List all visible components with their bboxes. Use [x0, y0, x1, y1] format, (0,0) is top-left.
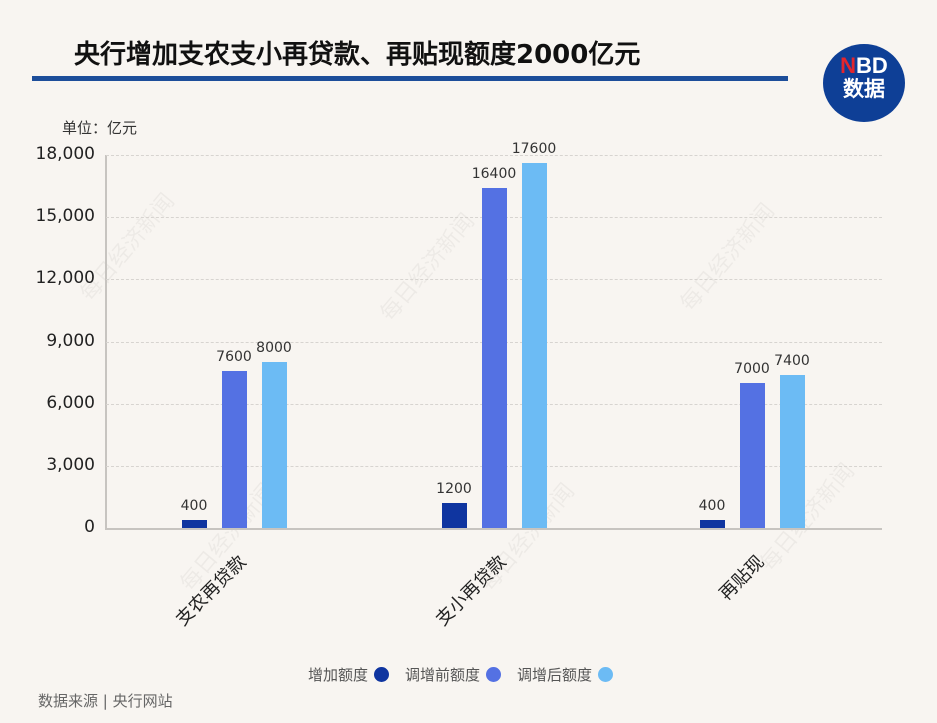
bar-value-label: 7400	[774, 352, 810, 369]
bar-value-label: 8000	[256, 340, 292, 357]
y-tick-label: 0	[84, 517, 95, 537]
bar	[441, 503, 467, 528]
y-tick-label: 18,000	[35, 144, 95, 164]
legend-label: 增加额度	[308, 666, 369, 684]
legend-label: 调增后额度	[517, 666, 593, 684]
bar	[221, 370, 247, 528]
x-category-label: 支农再贷款	[171, 551, 251, 631]
bar-value-label: 400	[180, 497, 208, 514]
legend-dot-icon	[374, 667, 390, 682]
legend-item: 调增后额度	[517, 664, 614, 685]
bar-value-label: 7000	[734, 360, 770, 377]
bar	[779, 374, 805, 528]
gridline	[106, 155, 882, 156]
y-tick-label: 6,000	[46, 392, 95, 413]
bar-value-label: 7600	[216, 348, 252, 365]
legend-item: 增加额度	[308, 664, 390, 685]
y-tick-label: 3,000	[46, 454, 95, 475]
chart-title: 央行增加支农支小再贷款、再贴现额度2000亿元	[74, 40, 641, 70]
logo-n: N	[840, 53, 857, 78]
watermark: 每日经济新闻	[371, 205, 480, 327]
bar	[739, 382, 765, 528]
bar	[181, 519, 207, 528]
watermark: 每日经济新闻	[71, 185, 180, 307]
legend-item: 调增前额度	[405, 664, 502, 685]
title-rule	[32, 76, 788, 81]
y-tick-label: 12,000	[35, 268, 95, 289]
x-category-label: 支小再贷款	[431, 551, 511, 631]
bar	[261, 362, 287, 528]
legend-dot-icon	[486, 667, 502, 682]
legend-dot-icon	[598, 667, 614, 682]
watermark: 每日经济新闻	[751, 455, 860, 577]
logo-data: 数据	[843, 77, 885, 101]
bar	[699, 519, 725, 528]
legend: 增加额度 调增前额度 调增后额度	[308, 664, 629, 685]
bar-value-label: 17600	[511, 141, 557, 158]
y-tick-label: 15,000	[35, 206, 95, 227]
data-source: 数据来源 | 央行网站	[38, 692, 173, 710]
x-axis	[105, 528, 882, 530]
nbd-logo: NBD 数据	[823, 44, 905, 122]
logo-bd: BD	[856, 53, 888, 78]
watermark: 每日经济新闻	[671, 195, 780, 317]
bar-value-label: 16400	[471, 166, 517, 183]
x-category-label: 再贴现	[715, 551, 769, 605]
unit-label: 单位：亿元	[62, 119, 138, 137]
legend-label: 调增前额度	[405, 666, 481, 684]
bar	[521, 163, 547, 528]
bar-value-label: 1200	[436, 481, 472, 498]
y-tick-label: 9,000	[46, 330, 95, 351]
bar	[481, 188, 507, 528]
bar-value-label: 400	[698, 497, 726, 514]
y-axis	[105, 155, 107, 530]
